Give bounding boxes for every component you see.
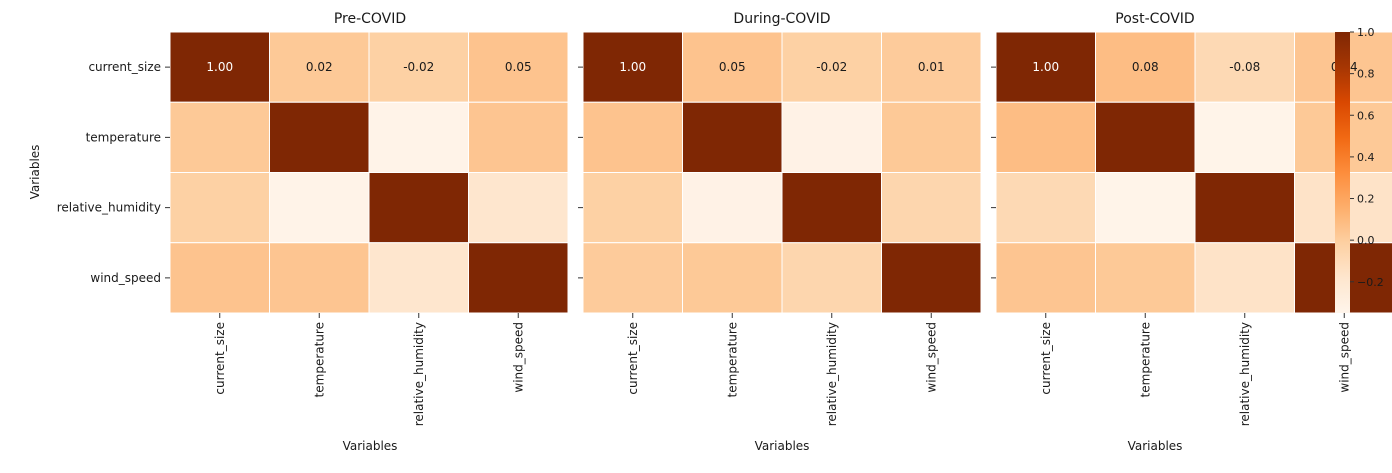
x-tick-label: wind_speed [511, 322, 525, 393]
heatmap-cells: 1.00 0.05 -0.02 0.01 [582, 31, 982, 314]
x-tick-label: temperature [725, 322, 739, 397]
colorbar-tick-label: 0.2 [1357, 193, 1375, 206]
colorbar-gradient [1335, 32, 1350, 313]
heatmap-cell [468, 172, 569, 244]
heatmap-cell [1095, 31, 1196, 103]
heatmap-cell [995, 31, 1096, 103]
colorbar-tick-label: 0.8 [1357, 68, 1375, 81]
heatmap-cell [269, 242, 370, 314]
x-tick-label: current_size [1039, 322, 1053, 395]
panel-title: During-COVID [733, 11, 830, 27]
x-axis-label: Variables [343, 439, 398, 453]
heatmap-cell [169, 31, 270, 103]
colorbar-tick-label: 0.4 [1357, 151, 1375, 164]
heatmap-cell [881, 31, 982, 103]
x-axis-label: Variables [1128, 439, 1183, 453]
heatmap-cell [368, 242, 469, 314]
x-tick-label: relative_humidity [1238, 322, 1252, 426]
heatmap-cell [582, 242, 683, 314]
colorbar: 1.0 0.8 0.6 0.4 0.2 0.0 −0.2 [1335, 26, 1384, 313]
colorbar-tick-label: −0.2 [1357, 276, 1384, 289]
colorbar-ticks: 1.0 0.8 0.6 0.4 0.2 0.0 −0.2 [1350, 26, 1384, 289]
x-tick-label: relative_humidity [825, 322, 839, 426]
heatmap-cell [995, 101, 1096, 173]
heatmap-cell [169, 242, 270, 314]
heatmap-cell [1194, 242, 1295, 314]
heatmap-cell [781, 172, 882, 244]
heatmap-cell [881, 172, 982, 244]
x-tick-label: current_size [213, 322, 227, 395]
x-tick-label: wind_speed [924, 322, 938, 393]
cell-annotation: 1.00 [206, 60, 233, 74]
heatmap-cell [1095, 242, 1196, 314]
heatmap-cell [995, 172, 1096, 244]
cell-annotation: 1.00 [1032, 60, 1059, 74]
heatmap-cell [468, 31, 569, 103]
heatmap-cell [269, 172, 370, 244]
heatmap-cell [169, 101, 270, 173]
y-tick-label: current_size [88, 60, 161, 74]
heatmap-panel-pre-covid: Pre-COVID 1.00 0.02 -0.02 0.05 Variables Va… [28, 11, 569, 453]
colorbar-tick-label: 0.6 [1357, 109, 1375, 122]
cell-annotation: 1.00 [619, 60, 646, 74]
colorbar-tick-label: 1.0 [1357, 26, 1375, 39]
heatmap-cell [269, 101, 370, 173]
heatmap-cell [468, 101, 569, 173]
heatmap-cell [582, 101, 683, 173]
panel-title: Pre-COVID [334, 11, 406, 27]
cell-annotation: -0.02 [816, 60, 847, 74]
heatmap-cell [1095, 172, 1196, 244]
heatmap-cell [368, 31, 469, 103]
heatmap-cell [682, 101, 783, 173]
heatmap-cell [582, 172, 683, 244]
heatmap-cell [781, 31, 882, 103]
cell-annotation: 0.08 [1132, 60, 1159, 74]
cell-annotation: -0.02 [403, 60, 434, 74]
x-tick-label: relative_humidity [412, 322, 426, 426]
heatmap-cell [682, 242, 783, 314]
x-tick-label: current_size [626, 322, 640, 395]
heatmap-panel-during-covid: During-COVID 1.00 0.05 -0.02 0.01 Variables… [578, 11, 982, 453]
heatmap-cell [682, 172, 783, 244]
heatmap-cell [1194, 172, 1295, 244]
heatmap-cell [468, 242, 569, 314]
panel-title: Post-COVID [1115, 11, 1194, 27]
heatmap-cell [1194, 101, 1295, 173]
y-tick-label: temperature [86, 130, 161, 144]
heatmap-cell [1095, 101, 1196, 173]
cell-annotation: 0.01 [918, 60, 945, 74]
heatmap-cell [995, 242, 1096, 314]
heatmap-cell [881, 242, 982, 314]
heatmap-cell [1194, 31, 1295, 103]
x-tick-label: temperature [312, 322, 326, 397]
y-tick-label: wind_speed [90, 271, 161, 285]
heatmap-cell [368, 172, 469, 244]
heatmap-cell [269, 31, 370, 103]
heatmap-cell [881, 101, 982, 173]
x-axis-label: Variables [755, 439, 810, 453]
colorbar-tick-label: 0.0 [1357, 234, 1375, 247]
heatmap-panel-post-covid: Post-COVID 1.000.08-0.080.04 Variables c… [991, 11, 1392, 453]
heatmap-cell [368, 101, 469, 173]
cell-annotation: -0.08 [1229, 60, 1260, 74]
x-tick-label: temperature [1138, 322, 1152, 397]
cell-annotation: 0.05 [505, 60, 532, 74]
heatmap-cell [169, 172, 270, 244]
y-axis-label: Variables [28, 145, 42, 200]
heatmap-cell [781, 242, 882, 314]
heatmap-cells: 1.000.08-0.080.04 [995, 31, 1392, 314]
y-tick-label: relative_humidity [57, 201, 161, 215]
cell-annotation: 0.02 [306, 60, 333, 74]
x-tick-label: wind_speed [1337, 322, 1351, 393]
cell-annotation: 0.05 [719, 60, 746, 74]
heatmap-cell [682, 31, 783, 103]
heatmap-cells: 1.00 0.02 -0.02 0.05 [169, 31, 569, 314]
heatmap-cell [781, 101, 882, 173]
